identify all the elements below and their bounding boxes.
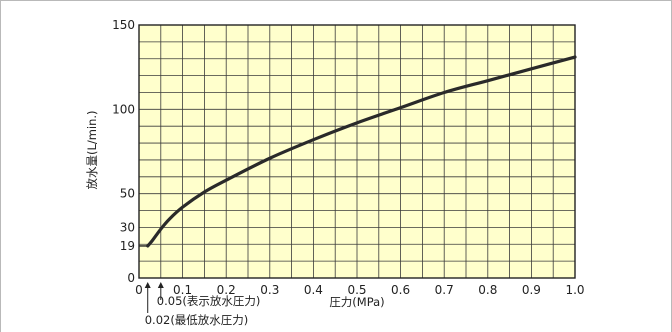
annotation-min-pressure: 0.02(最低放水圧力): [145, 313, 249, 327]
y-tick-label: 19: [120, 239, 135, 253]
y-tick-label: 30: [120, 220, 135, 234]
grid-lines: [138, 25, 576, 278]
x-tick-label: 1.0: [565, 283, 584, 297]
x-tick-label: 0.5: [347, 283, 366, 297]
plot-border: [138, 24, 576, 279]
y-tick-label: 50: [120, 187, 135, 201]
x-tick-label: 0.9: [522, 283, 541, 297]
x-tick-label: 0.8: [478, 283, 497, 297]
y-tick-labels: 0 19 30 50 100 150: [112, 18, 135, 285]
x-tick-label: 0.4: [304, 283, 323, 297]
y-tick-label: 0: [127, 271, 135, 285]
annotation-display-pressure: 0.05(表示放水圧力): [157, 294, 261, 308]
y-axis-label: 放水量(L/min.): [85, 110, 99, 189]
series-line: [146, 55, 577, 248]
arrow-min-pressure-head: [144, 282, 151, 288]
x-tick-label: 0: [135, 283, 143, 297]
x-tick-labels: 0 0.1 0.2 0.3 0.4 0.5 0.6 0.7 0.8 0.9 1.0: [135, 283, 584, 297]
arrow-display-pressure-head: [157, 282, 164, 288]
x-axis-label: 圧力(MPa): [329, 295, 384, 309]
y-tick-label: 100: [112, 102, 135, 116]
x-tick-label: 0.6: [391, 283, 410, 297]
x-tick-label: 0.2: [217, 283, 236, 297]
x-tick-label: 0.1: [173, 283, 192, 297]
y-tick-label: 150: [112, 18, 135, 32]
x-tick-label: 0.3: [260, 283, 279, 297]
annotations: 0.05(表示放水圧力) 0.02(最低放水圧力): [144, 282, 261, 327]
x-tick-label: 0.7: [435, 283, 454, 297]
